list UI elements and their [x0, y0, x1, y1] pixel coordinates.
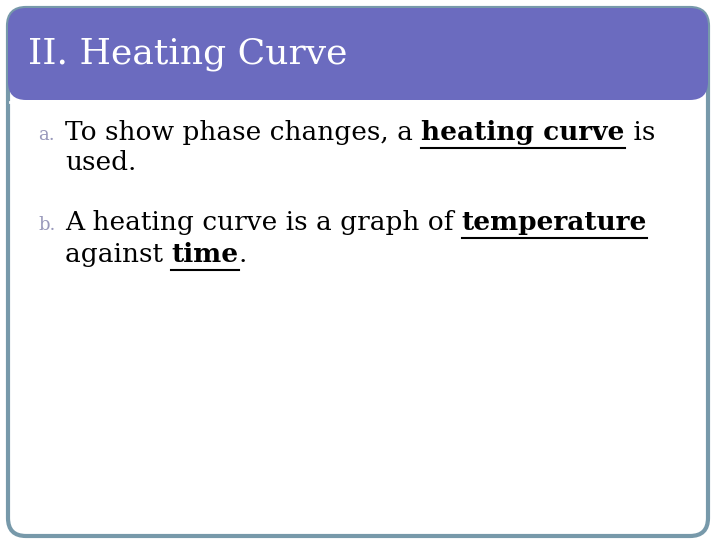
FancyBboxPatch shape [8, 8, 708, 100]
Text: time: time [171, 242, 238, 267]
Text: To show phase changes, a: To show phase changes, a [65, 120, 421, 145]
Text: II. Heating Curve: II. Heating Curve [28, 37, 348, 71]
Text: heating curve: heating curve [421, 120, 625, 145]
Text: b.: b. [38, 216, 55, 234]
Text: .: . [238, 242, 247, 267]
Text: A heating curve is a graph of: A heating curve is a graph of [65, 210, 462, 235]
Text: used.: used. [65, 150, 136, 175]
Text: against: against [65, 242, 171, 267]
Text: temperature: temperature [462, 210, 647, 235]
Text: a.: a. [38, 126, 55, 144]
Text: is: is [625, 120, 655, 145]
FancyBboxPatch shape [8, 8, 708, 536]
